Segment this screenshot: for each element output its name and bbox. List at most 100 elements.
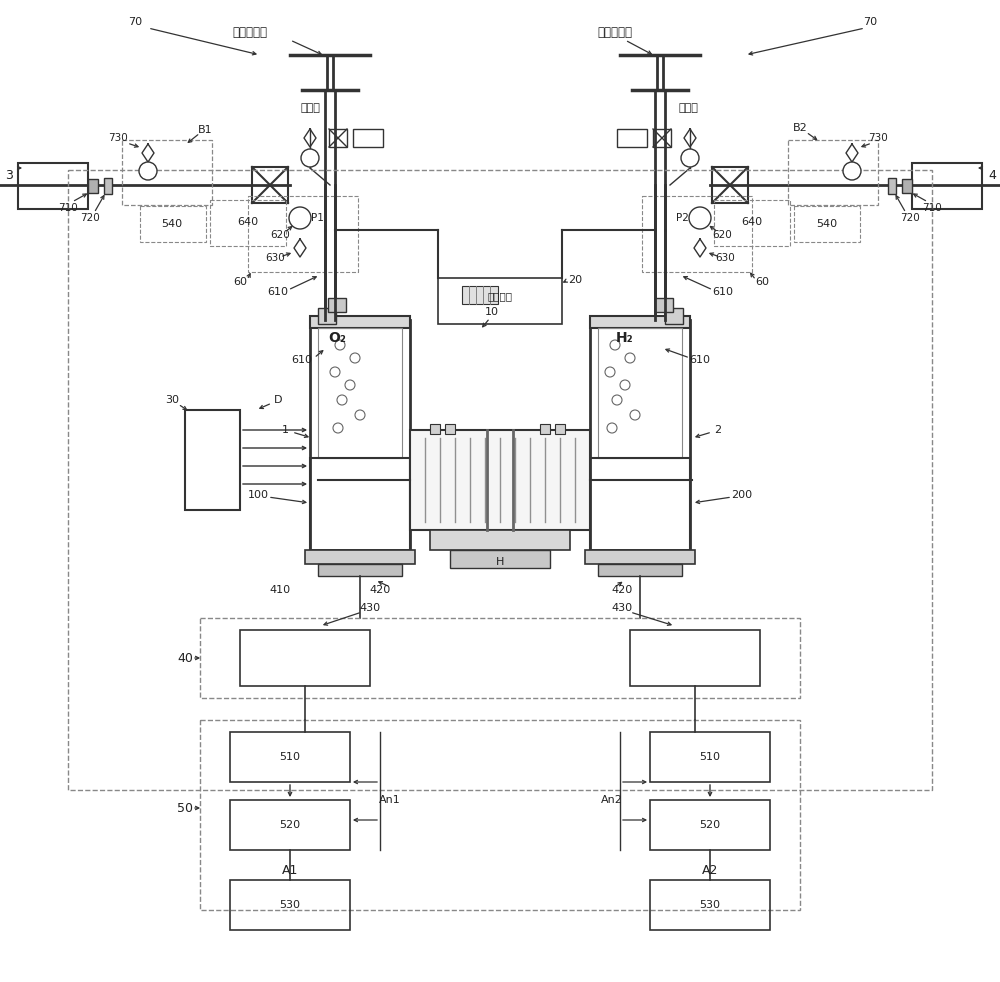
Text: 520: 520 [699, 820, 721, 830]
Bar [410, 430, 590, 530]
Text: 安全阀: 安全阀 [678, 103, 698, 113]
Text: H₂: H₂ [616, 331, 634, 345]
Text: 640: 640 [741, 217, 763, 227]
Text: 610: 610 [690, 355, 710, 365]
Text: 2: 2 [714, 425, 722, 435]
Bar [462, 286, 498, 304]
Bar [617, 129, 647, 147]
Text: H: H [496, 557, 504, 567]
Text: 430: 430 [611, 603, 633, 613]
Text: P1: P1 [311, 213, 323, 223]
Bar [430, 530, 570, 550]
Bar [240, 630, 370, 686]
Bar [590, 316, 690, 328]
Text: 720: 720 [80, 213, 100, 223]
Bar [794, 206, 860, 242]
Text: 610: 610 [292, 355, 312, 365]
Bar [598, 328, 682, 458]
Bar [714, 200, 790, 246]
Text: 720: 720 [900, 213, 920, 223]
Circle shape [301, 149, 319, 167]
Bar [590, 458, 690, 558]
Text: A1: A1 [282, 863, 298, 877]
Circle shape [289, 207, 311, 229]
Bar [655, 298, 673, 312]
Text: 620: 620 [712, 230, 732, 240]
Bar [230, 880, 350, 930]
Text: 530: 530 [700, 900, 720, 910]
Circle shape [689, 207, 711, 229]
Text: 630: 630 [715, 253, 735, 263]
Bar [210, 200, 286, 246]
Bar [438, 278, 562, 324]
Text: 730: 730 [868, 133, 888, 143]
Bar [445, 424, 455, 434]
Bar [18, 163, 88, 209]
Bar [712, 167, 748, 203]
Bar [888, 178, 896, 194]
Text: 40: 40 [177, 651, 193, 665]
Text: 1: 1 [282, 425, 288, 435]
Bar [630, 630, 760, 686]
Bar [902, 179, 912, 193]
Text: 直流电源: 直流电源 [488, 291, 512, 301]
Text: 410: 410 [269, 585, 291, 595]
Bar [430, 424, 440, 434]
Text: 输送管吊架: 输送管吊架 [598, 26, 633, 38]
Bar [450, 550, 550, 568]
Bar [185, 410, 240, 510]
Text: 520: 520 [279, 820, 301, 830]
Bar [310, 320, 410, 550]
Text: O₂: O₂ [328, 331, 346, 345]
Bar [318, 328, 402, 458]
Bar [140, 206, 206, 242]
Text: 620: 620 [270, 230, 290, 240]
Bar [788, 140, 878, 205]
Bar [653, 129, 671, 147]
Bar [353, 129, 383, 147]
Bar [230, 800, 350, 850]
Text: 20: 20 [568, 275, 582, 285]
Bar [305, 550, 415, 564]
Bar [252, 167, 288, 203]
Circle shape [139, 162, 157, 180]
Text: An1: An1 [379, 795, 401, 805]
Text: 710: 710 [58, 203, 78, 213]
Text: 70: 70 [128, 17, 142, 27]
Text: 610: 610 [268, 287, 288, 297]
Text: 输送管吊架: 输送管吊架 [232, 26, 268, 38]
Bar [590, 320, 690, 550]
Text: P2: P2 [676, 213, 688, 223]
Text: 200: 200 [731, 490, 753, 500]
Text: D: D [274, 395, 282, 405]
Bar [585, 550, 695, 564]
Bar [200, 720, 800, 910]
Text: 10: 10 [485, 307, 499, 317]
Bar [598, 564, 682, 576]
Bar [328, 298, 346, 312]
Text: 430: 430 [359, 603, 381, 613]
Text: B2: B2 [793, 123, 807, 133]
Bar [912, 163, 982, 209]
Bar [555, 424, 565, 434]
Text: 4: 4 [988, 169, 996, 182]
Bar [88, 179, 98, 193]
Bar [104, 178, 112, 194]
Text: 420: 420 [369, 585, 391, 595]
Bar [540, 424, 550, 434]
Text: 70: 70 [863, 17, 877, 27]
Text: 510: 510 [280, 752, 300, 762]
Text: 640: 640 [237, 217, 259, 227]
Circle shape [843, 162, 861, 180]
Bar [642, 196, 752, 272]
Text: 3: 3 [5, 169, 13, 182]
Bar [650, 800, 770, 850]
Circle shape [681, 149, 699, 167]
Bar [248, 196, 358, 272]
Text: 610: 610 [712, 287, 734, 297]
Text: 420: 420 [611, 585, 633, 595]
Bar [665, 308, 683, 324]
Bar [122, 140, 212, 205]
Bar [318, 308, 336, 324]
Bar [68, 170, 932, 790]
